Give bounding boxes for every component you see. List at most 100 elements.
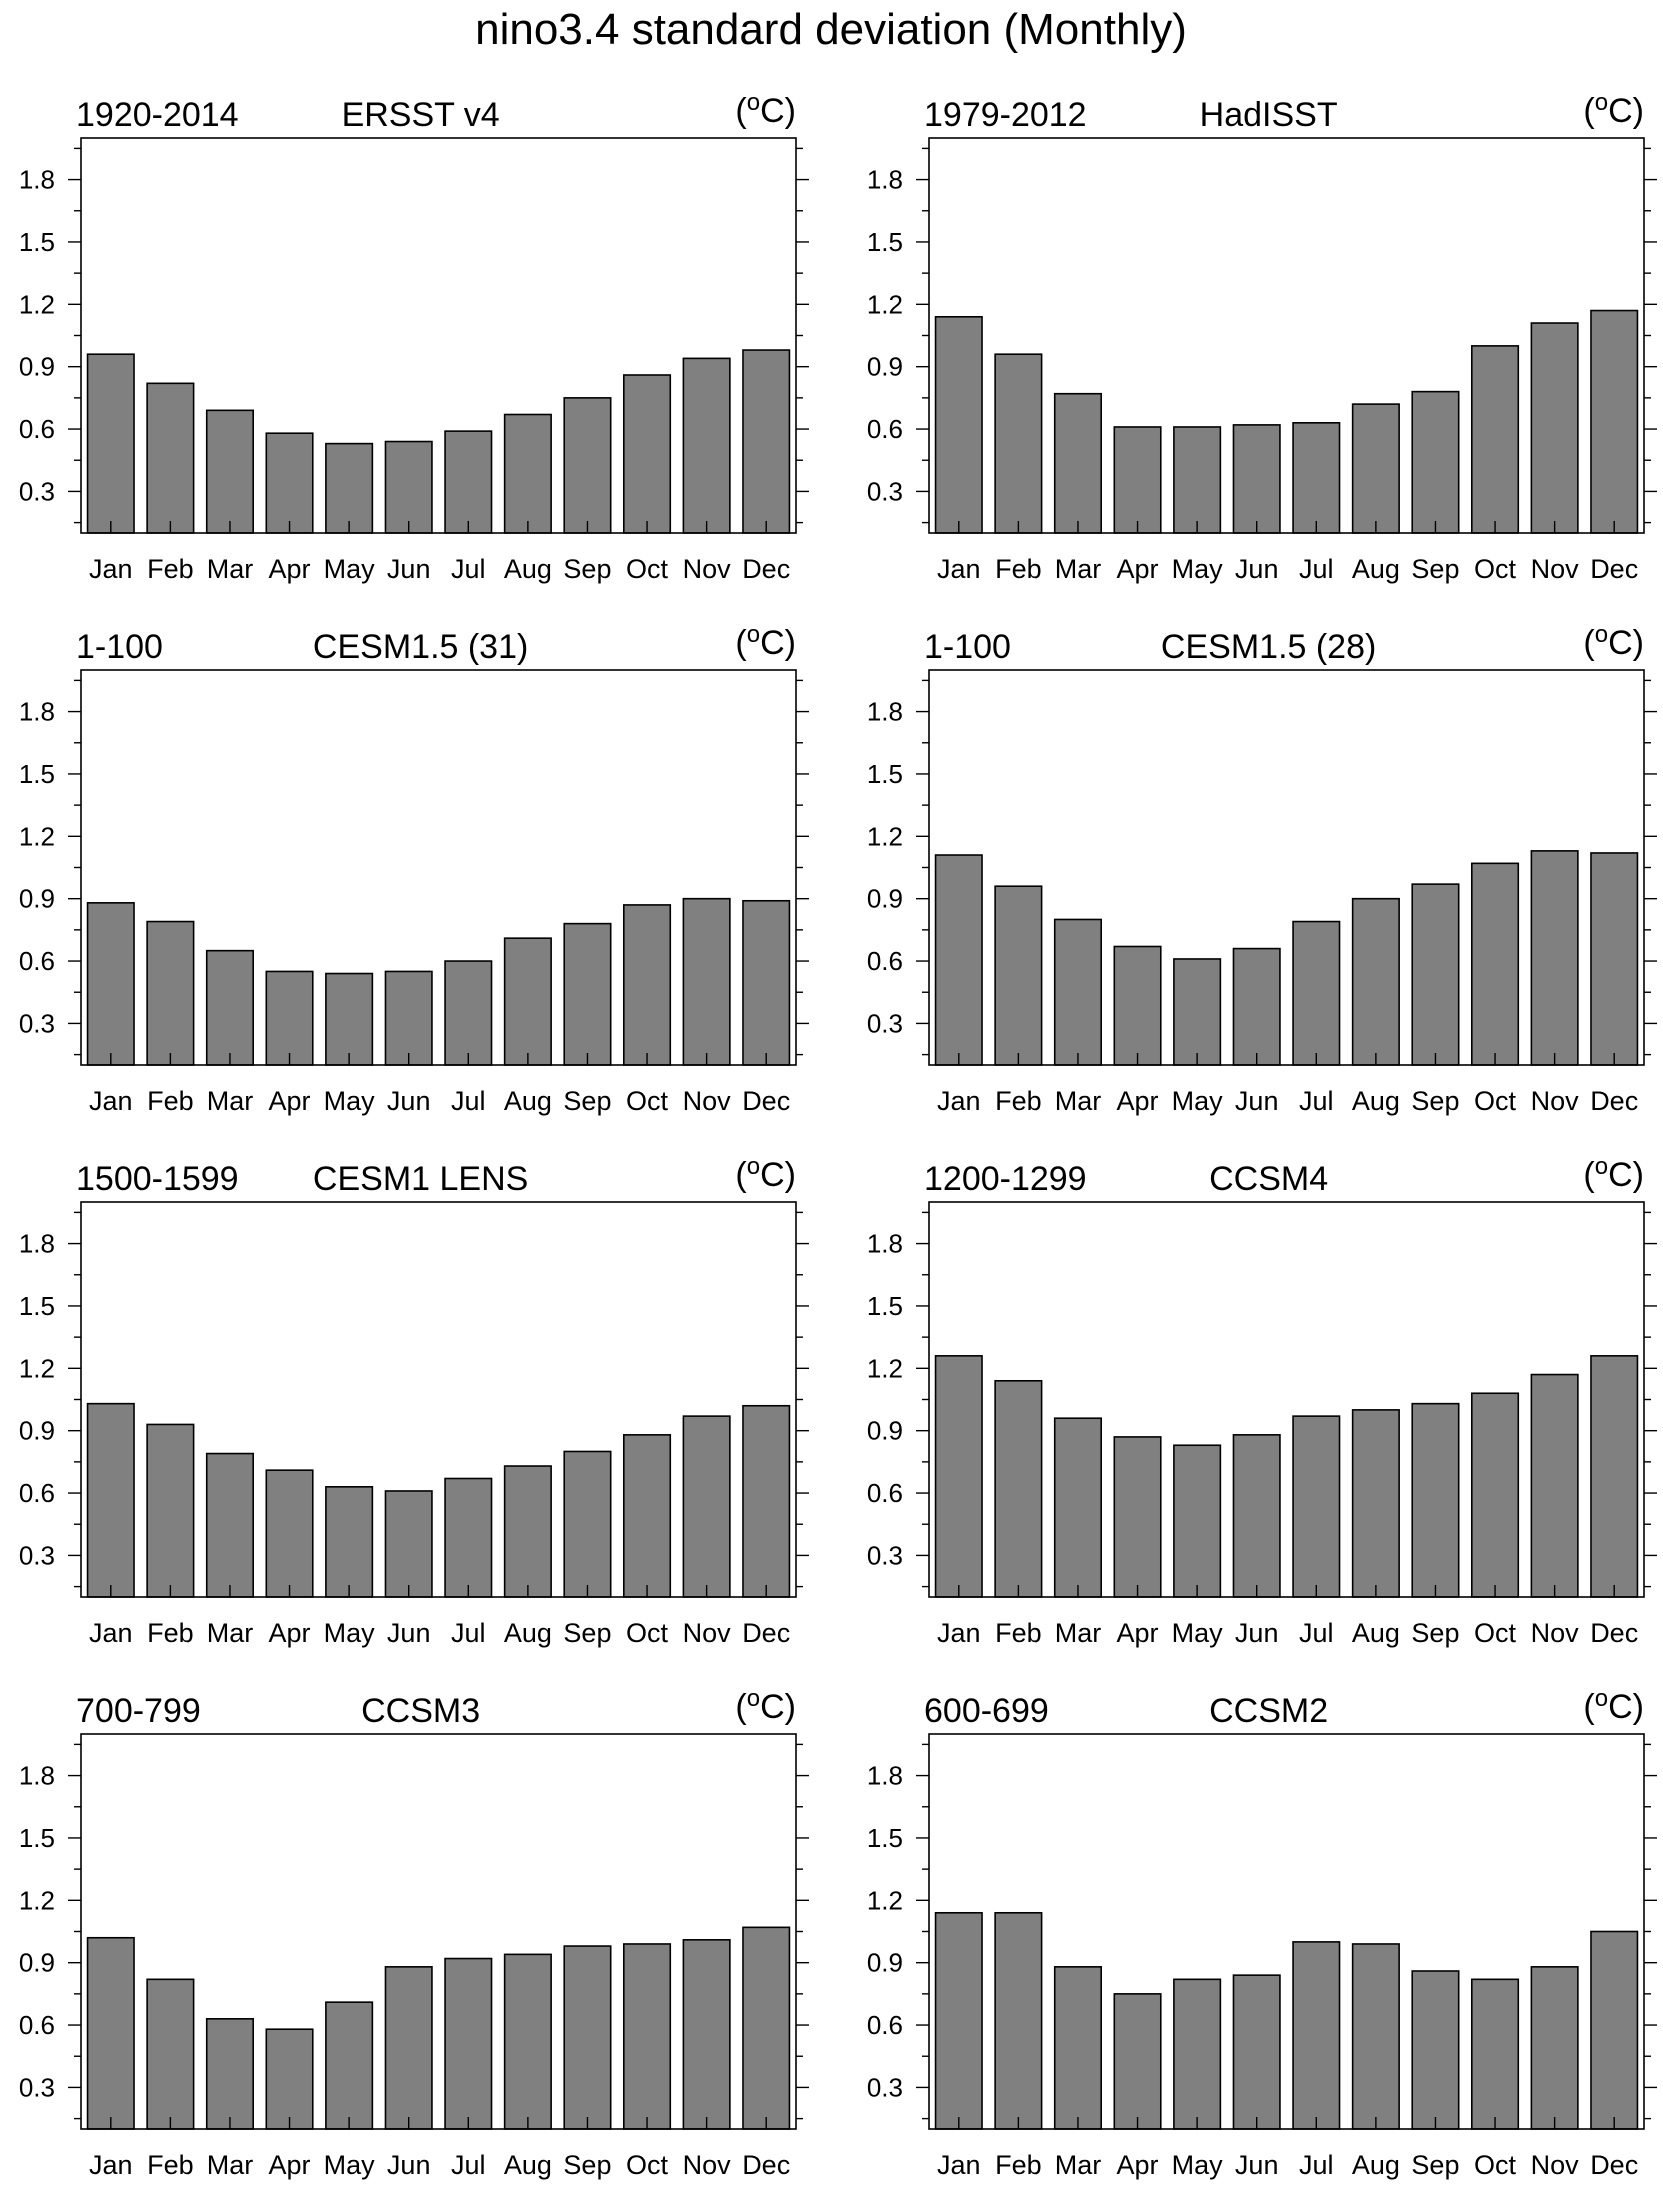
x-tick-label: May (324, 1618, 376, 1648)
x-tick-label: Apr (269, 2150, 311, 2180)
unit-label: (oC) (1583, 89, 1644, 130)
x-tick-label: Jan (937, 2150, 981, 2180)
bar-sep (1411, 390, 1460, 534)
bar-jun (384, 440, 433, 534)
x-tick-label: Mar (207, 2150, 254, 2180)
x-tick-label: May (1172, 554, 1224, 584)
x-tick-label: Jun (387, 1086, 431, 1116)
unit-label: (oC) (1583, 1153, 1644, 1194)
bar-jan (86, 1402, 135, 1598)
x-tick-label: May (1172, 2150, 1224, 2180)
bar-nov (682, 357, 731, 534)
x-tick-label: Sep (563, 554, 611, 584)
x-tick-label: Nov (683, 1618, 732, 1648)
y-tick-label: 1.5 (19, 227, 55, 257)
x-tick-label: Oct (1474, 1618, 1517, 1648)
y-tick-label: 0.6 (867, 2010, 903, 2040)
x-tick-label: Apr (1117, 554, 1159, 584)
panel-period: 1-100 (924, 628, 1011, 666)
bar-mar (205, 2018, 255, 2130)
panel-6: Jan Feb Mar Apr May Jun Jul Aug Sep Oct Nov Dec 0.3 0… (867, 1153, 1657, 1648)
x-tick-label: Oct (1474, 554, 1517, 584)
x-tick-label: Jul (1299, 1618, 1334, 1648)
panels: Jan Feb Mar Apr May Jun Jul Aug Sep Oct Nov Dec 0.3 0… (19, 89, 1657, 2180)
x-tick-label: Dec (742, 1086, 790, 1116)
bar-aug (503, 937, 552, 1066)
bar-mar (1053, 392, 1102, 534)
y-tick-label: 0.9 (19, 884, 55, 914)
unit-label: (oC) (735, 1685, 796, 1726)
x-tick-label: Oct (626, 1618, 669, 1648)
x-tick-label: Apr (269, 1618, 311, 1648)
bar-jun (1232, 947, 1281, 1066)
panel-2: Jan Feb Mar Apr May Jun Jul Aug Sep Oct Nov Dec 0.3 0… (867, 89, 1657, 584)
x-tick-label: Feb (995, 1618, 1042, 1648)
bar-jan (86, 353, 135, 534)
x-tick-label: Dec (742, 554, 790, 584)
unit-label: (oC) (1583, 621, 1644, 662)
panel-4: Jan Feb Mar Apr May Jun Jul Aug Sep Oct Nov Dec 0.3 0… (867, 621, 1657, 1116)
bar-feb (994, 1379, 1043, 1598)
y-tick-label: 0.3 (19, 1008, 55, 1038)
bar-apr (1113, 1436, 1162, 1598)
bar-may (325, 972, 374, 1066)
y-tick-label: 1.8 (19, 697, 55, 727)
x-tick-label: Jun (387, 2150, 431, 2180)
bar-aug (503, 413, 552, 534)
bar-sep (563, 1450, 612, 1598)
x-tick-label: Jul (1299, 2150, 1334, 2180)
bar-oct (1471, 862, 1520, 1066)
bar-aug (1351, 1409, 1400, 1598)
x-tick-label: Sep (1411, 554, 1459, 584)
bar-nov (1530, 322, 1579, 534)
bar-may (325, 2001, 374, 2130)
bar-mar (205, 409, 255, 534)
x-tick-label: Sep (1411, 2150, 1459, 2180)
bar-oct (1471, 1978, 1520, 2130)
x-tick-label: May (324, 554, 376, 584)
panel-title: HadISST (1200, 96, 1338, 134)
y-tick-label: 1.2 (867, 1353, 903, 1383)
x-tick-label: Jun (1235, 1618, 1279, 1648)
x-tick-label: Dec (742, 1618, 790, 1648)
x-tick-label: Feb (147, 2150, 194, 2180)
bar-aug (1351, 1943, 1400, 2130)
x-tick-label: Aug (504, 2150, 552, 2180)
x-tick-label: Oct (1474, 2150, 1517, 2180)
y-tick-label: 1.5 (19, 1291, 55, 1321)
x-tick-label: Mar (207, 1618, 254, 1648)
y-tick-label: 0.3 (867, 476, 903, 506)
y-tick-label: 1.2 (19, 1885, 55, 1915)
bar-nov (1530, 1373, 1579, 1598)
x-tick-label: Nov (1531, 1618, 1580, 1648)
x-tick-label: Aug (504, 1618, 552, 1648)
x-tick-label: Aug (1352, 1086, 1400, 1116)
bar-feb (994, 353, 1043, 534)
y-tick-label: 0.3 (867, 1540, 903, 1570)
y-tick-label: 0.9 (19, 352, 55, 382)
panel-period: 600-699 (924, 1692, 1049, 1730)
y-tick-label: 0.6 (867, 946, 903, 976)
bar-jun (1232, 1434, 1281, 1598)
bar-nov (682, 1939, 731, 2130)
y-tick-label: 1.8 (19, 1229, 55, 1259)
y-tick-label: 0.6 (867, 1478, 903, 1508)
bar-oct (622, 1434, 672, 1598)
x-tick-label: Aug (504, 554, 552, 584)
unit-label: (oC) (735, 621, 796, 662)
x-tick-label: May (324, 2150, 376, 2180)
y-tick-label: 0.9 (19, 1948, 55, 1978)
bar-mar (205, 949, 255, 1066)
y-tick-label: 0.6 (19, 946, 55, 976)
x-tick-label: Oct (1474, 1086, 1517, 1116)
y-tick-label: 0.6 (19, 1478, 55, 1508)
bar-sep (1411, 1970, 1460, 2130)
panel-period: 1500-1599 (76, 1160, 239, 1198)
x-tick-label: Apr (1117, 1086, 1159, 1116)
y-tick-label: 1.2 (19, 821, 55, 851)
y-tick-label: 1.5 (867, 759, 903, 789)
x-tick-label: Sep (1411, 1618, 1459, 1648)
y-tick-label: 0.3 (19, 476, 55, 506)
y-tick-label: 0.6 (19, 414, 55, 444)
x-tick-label: Mar (207, 1086, 254, 1116)
